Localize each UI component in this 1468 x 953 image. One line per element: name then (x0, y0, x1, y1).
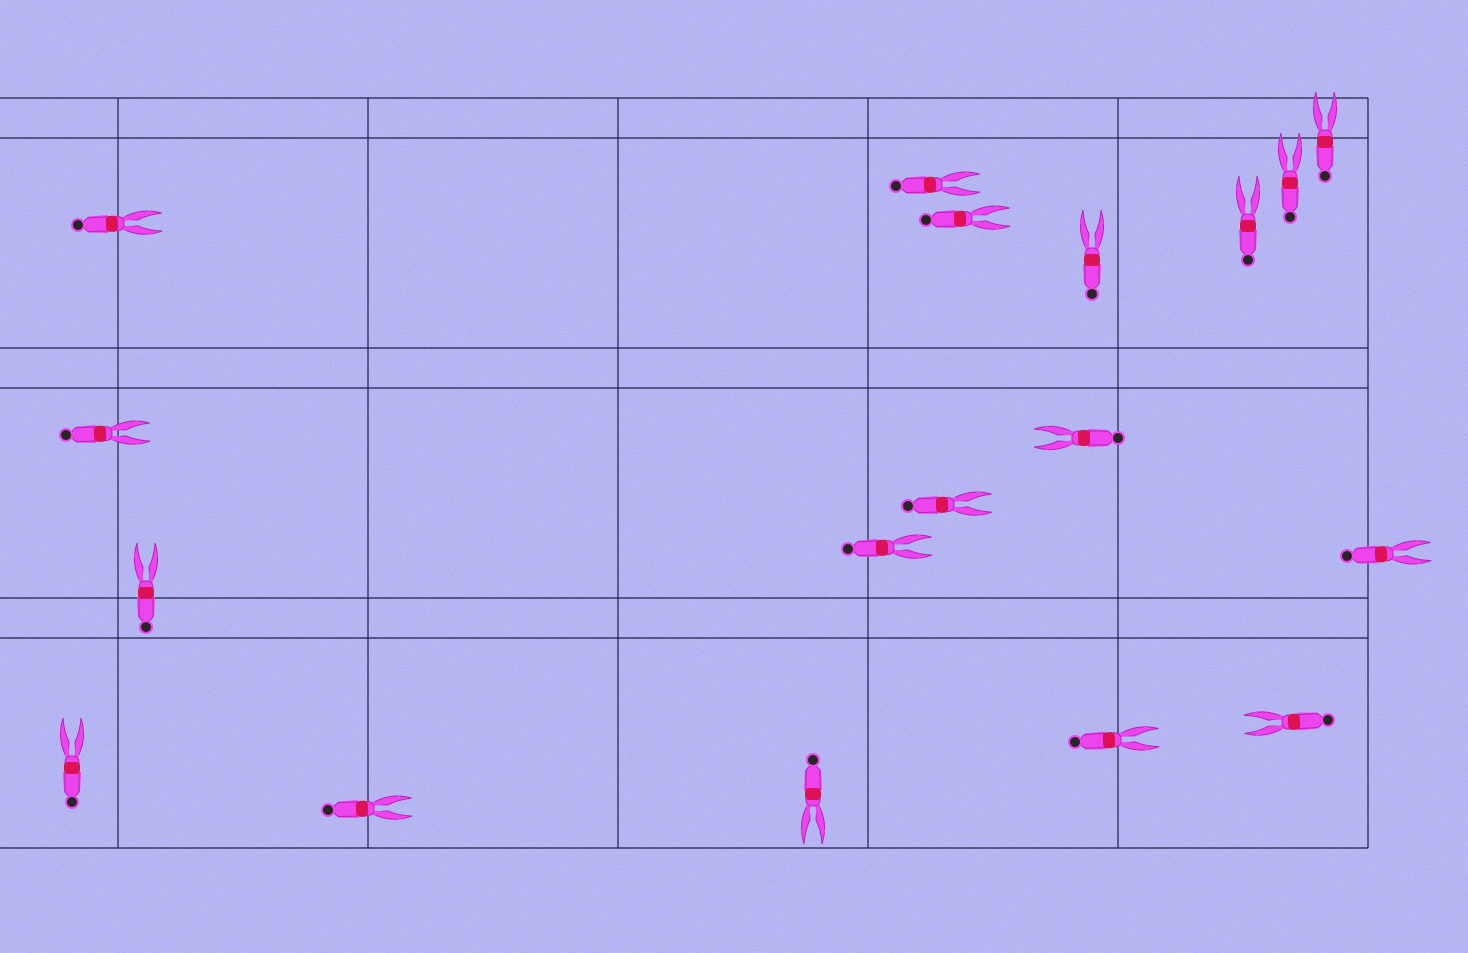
pool-grid (0, 97, 1369, 849)
